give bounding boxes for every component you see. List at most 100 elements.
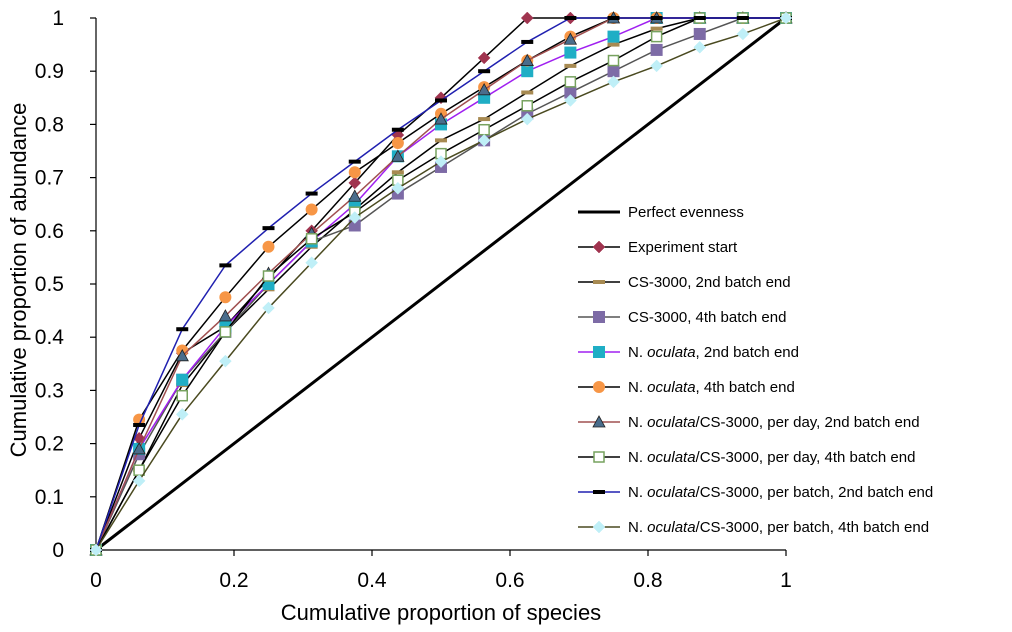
data-point [434, 155, 448, 168]
legend-label: N. oculata, 2nd batch end [628, 344, 799, 361]
y-tick-label: 0.4 [35, 326, 65, 349]
legend-label-part: /CS-3000, per batch, 2nd batch end [696, 484, 934, 501]
data-point [564, 86, 577, 99]
data-point [435, 138, 447, 143]
data-point [262, 226, 275, 231]
legend-item: CS-3000, 4th batch end [578, 309, 786, 326]
legend-item: N. oculata/CS-3000, per batch, 2nd batch… [578, 484, 933, 501]
y-tick-label: 1 [52, 7, 64, 30]
y-tick-label: 0.2 [35, 433, 64, 456]
legend-marker [593, 451, 605, 463]
x-tick-label: 0.2 [219, 569, 248, 592]
legend-label-part: N. [628, 484, 647, 501]
data-point [477, 82, 491, 96]
data-point [262, 270, 275, 282]
legend-marker [593, 280, 605, 284]
data-point [477, 51, 491, 65]
data-point [391, 127, 404, 132]
data-point [564, 76, 577, 88]
x-tick-label: 0.6 [495, 569, 524, 592]
legend-label: CS-3000, 2nd batch end [628, 274, 791, 291]
x-tick-label: 1 [780, 569, 792, 592]
legend-label-part: N. [628, 414, 647, 431]
data-point [650, 30, 663, 43]
data-point [391, 149, 405, 162]
data-point [391, 170, 404, 175]
data-point [779, 11, 793, 25]
y-tick-label: 0 [52, 539, 64, 562]
data-point [305, 203, 318, 216]
data-point [391, 137, 404, 150]
data-point [348, 159, 361, 164]
data-point [607, 65, 620, 78]
x-tick-label: 0 [90, 569, 102, 592]
legend-marker [592, 520, 606, 534]
data-point [434, 112, 448, 125]
legend-label-part: N. [628, 344, 647, 361]
data-point [305, 233, 318, 245]
legend-label-part: , 4th batch end [696, 379, 795, 396]
legend-item: Experiment start [578, 239, 738, 256]
legend-marker [593, 381, 605, 393]
data-point [607, 16, 620, 20]
legend-label-part: /CS-3000, per batch, 4th batch end [696, 519, 930, 536]
data-point [175, 407, 189, 421]
data-point [218, 309, 233, 322]
legend-item: N. oculata, 2nd batch end [578, 344, 799, 361]
legend-item: N. oculata, 4th batch end [578, 379, 795, 396]
data-point [563, 32, 578, 45]
data-point [477, 134, 491, 147]
data-point [133, 464, 145, 476]
legend-label: N. oculata, 4th batch end [628, 379, 795, 396]
data-point [478, 123, 490, 136]
legend-label: Perfect evenness [628, 204, 744, 221]
legend: Perfect evenness Experiment start CS-3000,… [578, 204, 933, 536]
legend-label-part: Experiment start [628, 239, 738, 256]
legend-marker [592, 240, 606, 254]
data-point [348, 211, 362, 224]
legend-label-part: oculata [647, 484, 695, 501]
data-point [219, 291, 232, 304]
data-point [521, 39, 534, 44]
legend-label-part: oculata [647, 414, 695, 431]
legend-marker [592, 415, 606, 428]
legend-label-part: oculata [647, 344, 695, 361]
legend-item: N. oculata/CS-3000, per day, 4th batch e… [578, 449, 915, 466]
data-point [176, 373, 189, 386]
data-point [89, 543, 103, 557]
data-point [564, 94, 577, 107]
legend-label-part: N. [628, 519, 647, 536]
data-point [348, 166, 361, 179]
data-point [262, 301, 275, 315]
data-point [348, 189, 362, 202]
data-point [219, 354, 232, 368]
y-tick-label: 0.5 [35, 273, 64, 296]
legend-label-part: oculata [647, 449, 695, 466]
data-point [175, 348, 189, 362]
legend-label: Experiment start [628, 239, 738, 256]
x-tick-label: 0.4 [357, 569, 387, 592]
data-point [650, 26, 663, 31]
data-point [607, 42, 620, 47]
data-point [650, 59, 663, 73]
data-point [607, 30, 620, 43]
data-point [219, 326, 232, 338]
legend-marker [593, 490, 605, 494]
data-point [348, 219, 361, 232]
legend-item: N. oculata/CS-3000, per batch, 4th batch… [578, 519, 929, 536]
data-point [132, 442, 146, 455]
axes: 0 0.1 0.2 0.3 0.4 0.5 0.6 0.7 0.8 0.9 1 0 0.2 0.4 0.6 0… [35, 7, 792, 592]
data-point [693, 27, 706, 40]
data-point [650, 16, 663, 20]
data-point [520, 53, 534, 66]
legend-label-part: oculata [647, 379, 695, 396]
data-point [521, 65, 534, 78]
data-point [478, 117, 491, 122]
y-axis-title: Cumulative proportion of abundance [6, 103, 31, 458]
data-point [478, 69, 491, 74]
y-tick-label: 0.6 [35, 220, 64, 243]
data-point [348, 176, 362, 190]
data-point [132, 474, 146, 488]
data-point [693, 40, 707, 54]
